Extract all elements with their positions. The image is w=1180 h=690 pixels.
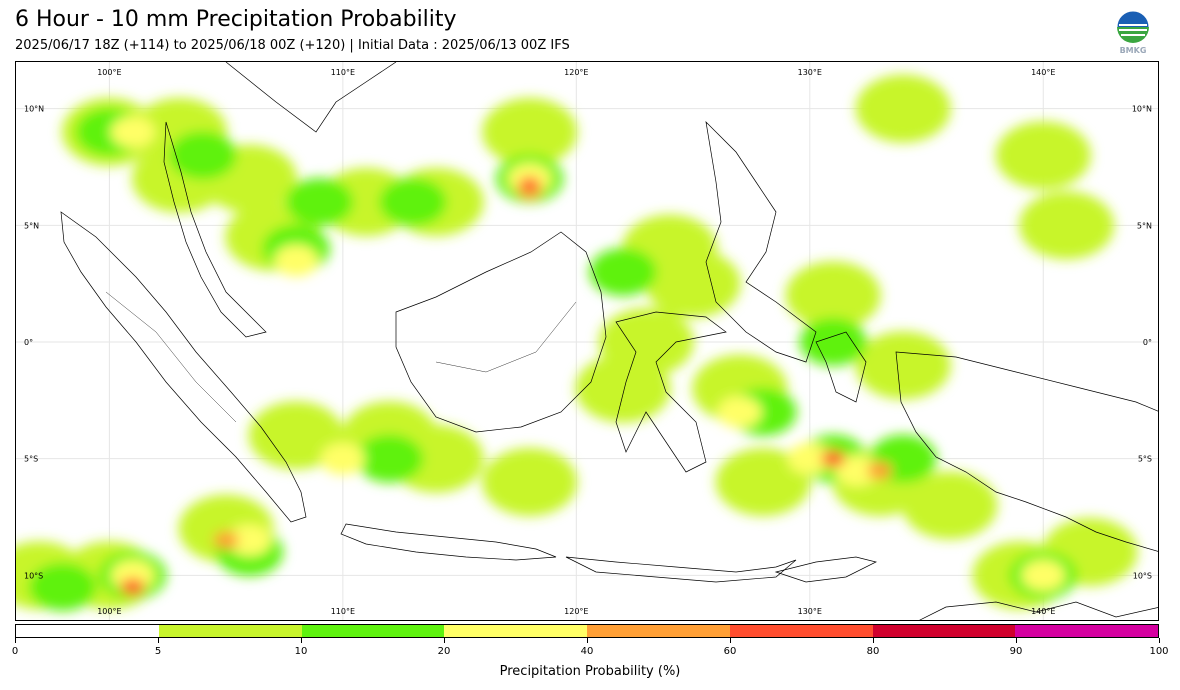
lon-label-bottom: 130°E: [798, 607, 822, 616]
lon-label-top: 140°E: [1031, 68, 1055, 77]
colorbar-tick-label: 5: [154, 646, 162, 657]
probability-cell: [717, 396, 763, 428]
bmkg-logo-icon: BMKG: [1112, 10, 1154, 56]
svg-text:BMKG: BMKG: [1120, 46, 1147, 55]
borneo-coast: [395, 231, 607, 433]
probability-cell: [122, 581, 143, 593]
probability-cell: [855, 331, 951, 400]
colorbar-segment: [444, 625, 587, 637]
colorbar-tick: [730, 638, 731, 643]
probability-cell: [902, 471, 998, 540]
page-subtitle: 2025/06/17 18Z (+114) to 2025/06/18 00Z …: [15, 38, 570, 53]
probability-cell: [29, 563, 97, 611]
lat-label-left: 10°N: [24, 105, 44, 114]
australia-coast: [919, 601, 1158, 620]
lat-label-right: 10°S: [1133, 571, 1152, 580]
probability-cell: [645, 249, 741, 318]
colorbar-tick: [1016, 638, 1017, 643]
lon-label-bottom: 100°E: [97, 607, 121, 616]
colorbar-tick-label: 80: [866, 646, 880, 657]
colorbar-tick: [158, 638, 159, 643]
lat-label-left: 5°N: [24, 221, 39, 230]
probability-cell: [799, 318, 867, 366]
probability-cell: [995, 121, 1091, 190]
page-title: 6 Hour - 10 mm Precipitation Probability: [15, 7, 457, 32]
lat-label-right: 10°N: [1132, 105, 1152, 114]
probability-cell: [589, 248, 657, 296]
precipitation-map: 100°E 100°E 110°E 110°E 120°E 120°E 130°E 130°E…: [15, 61, 1159, 621]
probability-cell: [1019, 191, 1115, 260]
lat-label-right: 5°S: [1138, 455, 1152, 464]
colorbar-tick: [444, 638, 445, 643]
lon-label-bottom: 110°E: [331, 607, 355, 616]
colorbar-tick-label: 90: [1009, 646, 1023, 657]
lon-label-top: 130°E: [798, 68, 822, 77]
probability-cell: [273, 244, 319, 277]
probability-cell: [855, 74, 951, 143]
colorbar-tick: [587, 638, 588, 643]
colorbar-tick-label: 60: [723, 646, 737, 657]
colorbar-tick: [301, 638, 302, 643]
malay-peninsula-coast: [163, 121, 267, 338]
lat-label-left: 5°S: [24, 455, 38, 464]
lat-label-left: 0°: [24, 338, 33, 347]
lon-label-top: 110°E: [331, 68, 355, 77]
probability-cell: [227, 524, 272, 557]
colorbar-segment: [587, 625, 730, 637]
probability-cell: [834, 454, 879, 487]
lat-label-right: 5°N: [1137, 221, 1152, 230]
probability-cell: [482, 448, 578, 516]
colorbar: [15, 624, 1159, 638]
colorbar-segment: [872, 625, 1016, 637]
lon-label-top: 120°E: [564, 68, 588, 77]
map-canvas: 100°E 100°E 110°E 110°E 120°E 120°E 130°E 130°E…: [16, 62, 1158, 620]
colorbar-tick-label: 20: [437, 646, 451, 657]
probability-cell: [575, 354, 671, 423]
colorbar-segment: [301, 625, 445, 637]
timor-coast: [774, 556, 878, 583]
colorbar-title: Precipitation Probability (%): [499, 664, 681, 679]
colorbar-segment: [158, 625, 302, 637]
probability-cell: [867, 461, 893, 480]
lon-label-bottom: 120°E: [564, 607, 588, 616]
probability-cell: [785, 261, 881, 330]
probability-cell: [823, 452, 844, 465]
probability-cell: [213, 531, 239, 550]
indochina-coast: [225, 62, 397, 133]
colorbar-segment: [729, 625, 873, 637]
colorbar-tick: [873, 638, 874, 643]
colorbar-tick-label: 100: [1149, 646, 1169, 657]
probability-cell: [169, 131, 237, 180]
colorbar-tick-label: 40: [580, 646, 594, 657]
probability-cell: [379, 178, 447, 226]
maluku-coast: [815, 331, 867, 403]
probability-cell: [355, 434, 424, 483]
sumatra-coast: [60, 211, 307, 523]
java-coast: [340, 523, 557, 561]
lon-label-top: 100°E: [97, 68, 121, 77]
lesser-sunda-coast: [565, 556, 797, 583]
probability-cell: [715, 448, 811, 516]
probability-cell: [787, 442, 833, 475]
probability-cell: [320, 442, 366, 475]
papua-coast: [895, 351, 1158, 552]
colorbar-tick: [1159, 638, 1160, 643]
sulawesi-coast: [615, 311, 727, 473]
lat-label-left: 10°S: [24, 571, 43, 580]
philippines-coast: [705, 120, 817, 363]
colorbar-tick: [15, 638, 16, 643]
lat-label-right: 0°: [1143, 338, 1152, 347]
colorbar-segment: [16, 625, 159, 637]
colorbar-tick-label: 0: [11, 646, 19, 657]
colorbar-segment: [1015, 625, 1158, 637]
probability-cell: [519, 177, 540, 190]
colorbar-tick-label: 10: [294, 646, 308, 657]
probability-cell: [110, 116, 156, 148]
probability-cell: [285, 178, 354, 226]
probability-cell: [248, 401, 344, 470]
probability-cell: [482, 98, 578, 166]
probability-cell: [1020, 559, 1066, 592]
lon-label-bottom: 140°E: [1031, 607, 1055, 616]
